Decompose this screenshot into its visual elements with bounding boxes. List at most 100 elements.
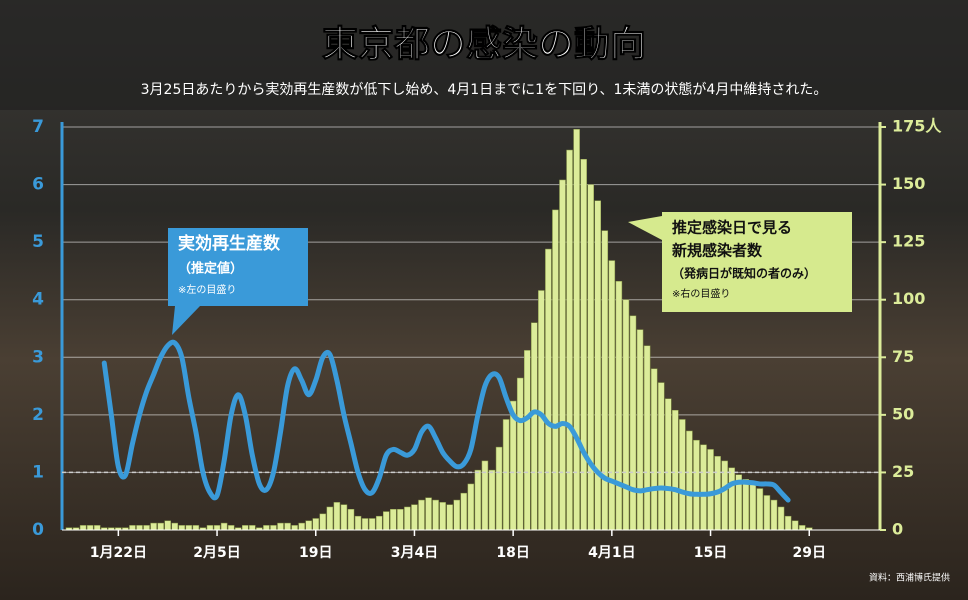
bar xyxy=(763,495,771,531)
bar xyxy=(784,515,792,531)
callout-text: ※左の目盛り xyxy=(178,283,236,296)
bar xyxy=(721,460,728,531)
line xyxy=(101,339,791,503)
subtitle: 3月25日あたりから実効再生産数が低下し始め、4月1日までに1を下回り、1未満の… xyxy=(141,82,828,98)
callout-text: 推定感染日で見る xyxy=(672,219,792,237)
bar xyxy=(284,522,291,531)
bar xyxy=(770,499,778,531)
y2-tick-label: 25 xyxy=(892,462,914,481)
bar xyxy=(531,322,538,531)
bar xyxy=(672,410,679,531)
bar xyxy=(474,469,482,531)
bar xyxy=(502,419,510,531)
bar xyxy=(615,281,623,531)
bar xyxy=(545,248,552,531)
bar xyxy=(411,504,418,531)
y2-tick-label: 150 xyxy=(892,174,925,193)
bar xyxy=(326,506,334,531)
bar xyxy=(481,460,489,531)
bar xyxy=(404,506,411,531)
bar xyxy=(594,200,601,531)
x-tick-label: 19日 xyxy=(299,545,332,561)
y2-tick-label: 125 xyxy=(892,232,925,251)
bar xyxy=(213,525,221,531)
bar xyxy=(227,525,235,531)
bar xyxy=(686,430,693,531)
callout-text: （推定値） xyxy=(178,261,243,277)
bar xyxy=(707,449,714,531)
x-tick-label: 4月1日 xyxy=(588,545,635,561)
callout-text: 実効再生産数 xyxy=(178,233,281,254)
bar xyxy=(361,518,369,531)
bar xyxy=(383,511,390,531)
bar xyxy=(538,290,545,531)
bar xyxy=(524,350,531,531)
bar xyxy=(439,502,446,531)
y2-tick-label: 100 xyxy=(892,289,925,308)
bar xyxy=(798,525,806,531)
callout-box xyxy=(168,228,308,306)
y-tick-label: 3 xyxy=(32,347,44,367)
y2-tick-label: 0 xyxy=(892,520,903,539)
bar xyxy=(650,368,658,531)
bar xyxy=(728,467,735,531)
bar xyxy=(93,525,101,531)
y-tick-label: 4 xyxy=(32,290,44,310)
callout-text: ※右の目盛り xyxy=(672,287,730,300)
y-tick-label: 0 xyxy=(32,520,44,540)
bar xyxy=(791,520,799,531)
bar xyxy=(622,299,630,531)
chart-title: 東京都の感染の動向 xyxy=(322,23,646,65)
y-tick-label: 7 xyxy=(32,117,44,137)
bar xyxy=(340,504,348,531)
bar xyxy=(164,520,171,531)
bar xyxy=(495,446,503,531)
bar xyxy=(665,398,672,531)
bar xyxy=(298,522,305,531)
bar xyxy=(143,525,150,531)
bar xyxy=(270,525,277,531)
bar xyxy=(643,345,651,531)
bar xyxy=(375,515,383,531)
bar xyxy=(333,502,341,531)
bar xyxy=(249,525,256,531)
bar xyxy=(185,525,193,531)
bar xyxy=(742,479,750,531)
bar xyxy=(79,525,87,531)
bar xyxy=(756,488,764,531)
x-tick-label: 18日 xyxy=(496,545,529,561)
bar xyxy=(319,513,327,531)
y2-tick-label: 175人 xyxy=(892,117,942,136)
bar xyxy=(425,497,432,531)
bar xyxy=(629,315,637,531)
bar xyxy=(608,260,616,531)
bar xyxy=(573,129,580,531)
bar xyxy=(263,525,270,531)
x-tick-label: 1月22日 xyxy=(90,545,147,561)
ceiling xyxy=(0,0,968,110)
bar xyxy=(587,184,594,531)
y-tick-label: 1 xyxy=(32,462,44,482)
bar xyxy=(390,509,397,531)
bar xyxy=(277,522,284,531)
bar xyxy=(157,522,164,531)
y2-tick-label: 50 xyxy=(892,404,914,423)
bar xyxy=(136,525,143,531)
bar xyxy=(418,499,425,531)
x-tick-label: 29日 xyxy=(793,545,826,561)
bar xyxy=(192,525,200,531)
y-tick-label: 5 xyxy=(32,232,44,252)
x-tick-label: 3月4日 xyxy=(391,545,438,561)
bar xyxy=(291,525,298,531)
bar xyxy=(305,520,312,531)
bar xyxy=(516,377,524,531)
bar xyxy=(488,469,496,531)
bar xyxy=(559,179,566,531)
y-tick-label: 6 xyxy=(32,175,44,195)
bar xyxy=(679,419,686,531)
bar xyxy=(129,525,136,531)
callout-text: 新規感染者数 xyxy=(672,242,763,260)
bar xyxy=(397,509,404,531)
bar xyxy=(354,515,362,531)
